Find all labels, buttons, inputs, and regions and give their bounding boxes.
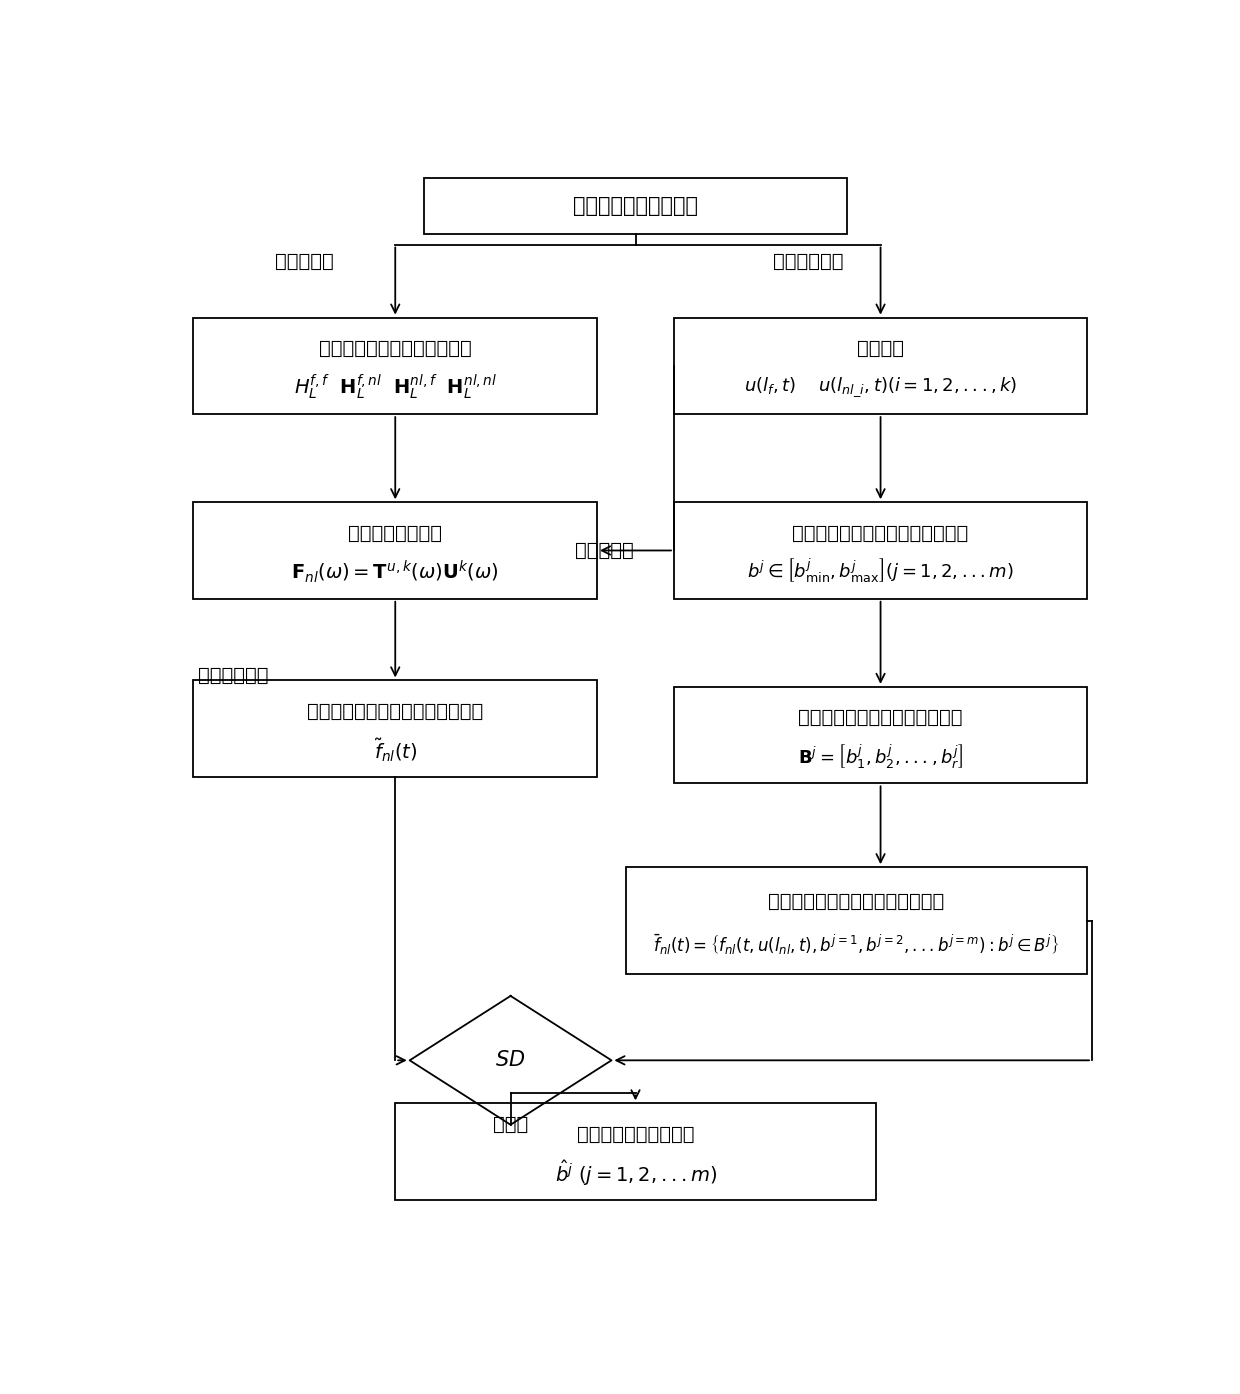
Text: $SD$: $SD$ xyxy=(496,1050,526,1071)
Bar xyxy=(193,318,596,414)
Bar xyxy=(396,1103,875,1200)
Text: 计算基础线性系统的频响函数: 计算基础线性系统的频响函数 xyxy=(319,339,471,358)
Text: $H_L^{f,f}$  $\mathbf{H}_L^{f,nl}$  $\mathbf{H}_L^{nl,f}$  $\mathbf{H}_L^{nl,nl}: $H_L^{f,f}$ $\mathbf{H}_L^{f,nl}$ $\math… xyxy=(294,372,497,401)
Bar xyxy=(193,680,596,776)
Bar xyxy=(193,502,596,599)
Text: $\mathbf{F}_{nl}(\omega) = \mathbf{T}^{u,k}(\omega)\mathbf{U}^k(\omega)$: $\mathbf{F}_{nl}(\omega) = \mathbf{T}^{u… xyxy=(291,559,498,585)
Text: $b^j \in \left[b^j_{\min},b^j_{\max}\right](j=1,2,...m)$: $b^j \in \left[b^j_{\min},b^j_{\max}\rig… xyxy=(748,558,1014,587)
Text: 低激励水平: 低激励水平 xyxy=(274,252,334,272)
Text: 逆傅里叶变换: 逆傅里叶变换 xyxy=(198,665,269,684)
Bar xyxy=(626,867,1087,974)
Text: 对预估非线性参数范围进行等分: 对预估非线性参数范围进行等分 xyxy=(799,708,962,728)
Bar xyxy=(675,687,1087,783)
Text: 重构频域非线性力: 重构频域非线性力 xyxy=(348,524,443,542)
Text: 数据采集: 数据采集 xyxy=(857,339,904,358)
Text: 获得待识别非线性的时域非线性力: 获得待识别非线性的时域非线性力 xyxy=(308,701,484,721)
Text: 傅里叶变换: 傅里叶变换 xyxy=(575,541,634,560)
Text: $u(l_f,t)$    $u(l_{nl\_i},t)(i=1,2,...,k)$: $u(l_f,t)$ $u(l_{nl\_i},t)(i=1,2,...,k)$ xyxy=(744,375,1017,399)
Text: $\bar{f}_{nl}(t)=\left\{f_{nl}(t,u(l_{nl},t),b^{j=1},b^{j=2},...b^{j=m}):b^j\in : $\bar{f}_{nl}(t)=\left\{f_{nl}(t,u(l_{nl… xyxy=(653,933,1059,956)
Text: $\hat{b}^j\ (j=1,2,...m)$: $\hat{b}^j\ (j=1,2,...m)$ xyxy=(554,1158,717,1188)
Text: 同时辨识出非线性参数: 同时辨识出非线性参数 xyxy=(577,1125,694,1143)
Bar xyxy=(424,178,847,234)
Text: $\tilde{f}_{nl}(t)$: $\tilde{f}_{nl}(t)$ xyxy=(373,736,417,764)
Bar xyxy=(675,502,1087,599)
Text: 计算待识别非线性的时域非线性力: 计算待识别非线性的时域非线性力 xyxy=(769,892,945,910)
Text: 正常激励水平: 正常激励水平 xyxy=(774,252,843,272)
Text: 最大值: 最大值 xyxy=(494,1115,528,1135)
Bar xyxy=(675,318,1087,414)
Text: 预估待识别非线性参数的大致范围: 预估待识别非线性参数的大致范围 xyxy=(792,524,968,542)
Text: $\mathbf{B}^j=\left[b^j_1,b^j_2,...,b^j_r\right]$: $\mathbf{B}^j=\left[b^j_1,b^j_2,...,b^j_… xyxy=(797,742,963,771)
Text: 耦合多参数非线性系统: 耦合多参数非线性系统 xyxy=(573,197,698,216)
